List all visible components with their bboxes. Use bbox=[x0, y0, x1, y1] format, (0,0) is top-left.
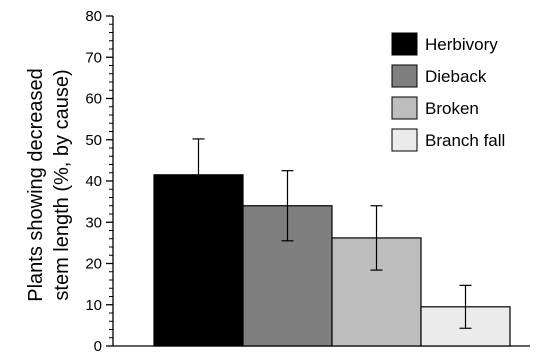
legend-swatch bbox=[391, 32, 418, 56]
y-tick-label: 30 bbox=[85, 214, 102, 231]
y-axis-title: Plants showing decreased stem length (%, … bbox=[25, 68, 73, 301]
y-axis-title-line: Plants showing decreased bbox=[25, 68, 47, 301]
legend-swatch bbox=[391, 64, 418, 88]
y-tick-label: 10 bbox=[85, 297, 102, 314]
y-tick-label: 0 bbox=[94, 338, 102, 353]
y-tick-label: 80 bbox=[85, 8, 102, 25]
y-tick-label: 20 bbox=[85, 256, 102, 273]
legend-swatch bbox=[391, 128, 418, 152]
legend: Herbivory Dieback Broken Branch fall bbox=[391, 32, 505, 152]
y-axis-title-line: stem length (%, by cause) bbox=[51, 69, 73, 300]
y-tick-label: 50 bbox=[85, 132, 102, 149]
y-tick-label: 40 bbox=[85, 173, 102, 190]
legend-label: Herbivory bbox=[425, 35, 498, 54]
error-bars bbox=[192, 138, 472, 329]
y-tick-label: 60 bbox=[85, 91, 102, 108]
legend-label: Dieback bbox=[425, 67, 487, 86]
y-tick-label: 70 bbox=[85, 49, 102, 66]
legend-swatch bbox=[391, 96, 418, 120]
bars bbox=[153, 174, 511, 347]
legend-label: Branch fall bbox=[425, 131, 505, 150]
legend-label: Broken bbox=[425, 99, 479, 118]
